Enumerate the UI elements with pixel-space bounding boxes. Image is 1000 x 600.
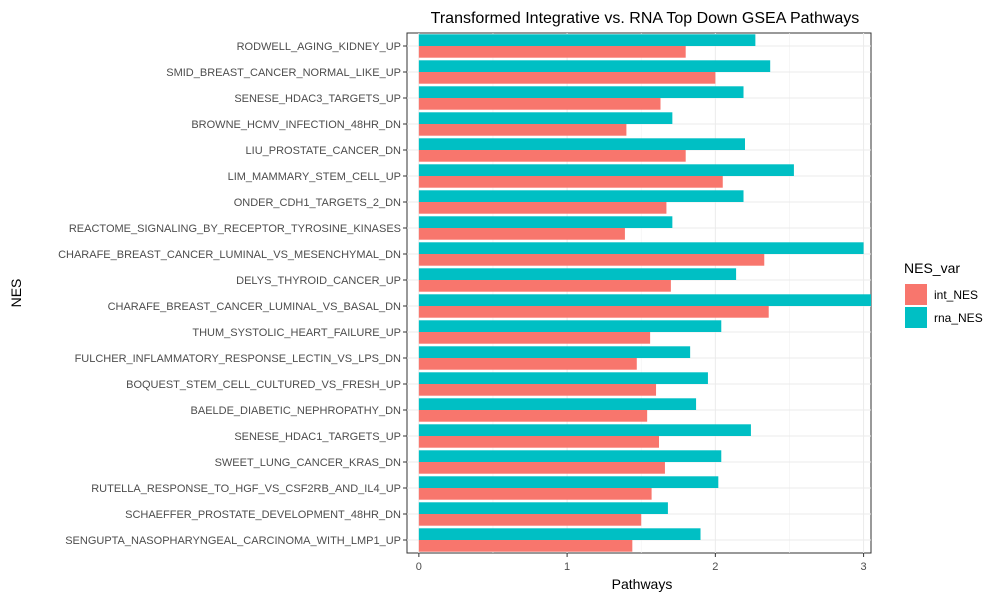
legend-label: int_NES (934, 288, 978, 302)
category-label: SENGUPTA_NASOPHARYNGEAL_CARCINOMA_WITH_L… (65, 535, 401, 547)
category-label: DELYS_THYROID_CANCER_UP (236, 275, 401, 287)
bar-int-nes (418, 384, 657, 396)
category-label: RODWELL_AGING_KIDNEY_UP (237, 41, 401, 53)
bar-rna-nes (418, 320, 722, 332)
bar-int-nes (418, 202, 667, 214)
bar-rna-nes (418, 476, 719, 488)
bar-int-nes (418, 176, 723, 188)
bar-int-nes (418, 124, 627, 136)
bar-int-nes (418, 358, 637, 370)
category-label: BOQUEST_STEM_CELL_CULTURED_VS_FRESH_UP (126, 379, 401, 391)
x-tick-label: 3 (861, 561, 867, 573)
category-label: RUTELLA_RESPONSE_TO_HGF_VS_CSF2RB_AND_IL… (91, 483, 401, 495)
bar-rna-nes (418, 190, 744, 202)
bar-rna-nes (418, 242, 864, 254)
bar-int-nes (418, 228, 625, 240)
bar-rna-nes (418, 164, 794, 176)
category-label: BAELDE_DIABETIC_NEPHROPATHY_DN (191, 405, 402, 417)
y-axis-title: NES (8, 279, 24, 308)
bar-rna-nes (418, 216, 673, 228)
category-label: SCHAEFFER_PROSTATE_DEVELOPMENT_48HR_DN (125, 509, 401, 521)
bar-int-nes (418, 332, 651, 344)
bar-int-nes (418, 540, 633, 552)
category-label: CHARAFE_BREAST_CANCER_LUMINAL_VS_BASAL_D… (108, 301, 401, 313)
bar-rna-nes (418, 398, 697, 410)
x-tick-label: 2 (712, 561, 718, 573)
legend-swatch (905, 307, 927, 328)
bar-rna-nes (418, 34, 756, 46)
category-labels: RODWELL_AGING_KIDNEY_UP SMID_BREAST_CANCE… (58, 41, 407, 547)
legend-label: rna_NES (934, 311, 983, 325)
category-label: REACTOME_SIGNALING_BY_RECEPTOR_TYROSINE_… (69, 223, 401, 235)
x-axis-ticks: 0 1 2 3 (416, 553, 867, 573)
bar-int-nes (418, 280, 671, 292)
category-label: FULCHER_INFLAMMATORY_RESPONSE_LECTIN_VS_… (75, 353, 401, 365)
category-label: SWEET_LUNG_CANCER_KRAS_DN (215, 457, 401, 469)
bar-int-nes (418, 462, 665, 474)
bar-rna-nes (418, 528, 701, 540)
category-label: THUM_SYSTOLIC_HEART_FAILURE_UP (192, 327, 401, 339)
category-label: LIU_PROSTATE_CANCER_DN (246, 145, 402, 157)
bar-int-nes (418, 436, 660, 448)
bar-rna-nes (418, 112, 673, 124)
bar-rna-nes (418, 138, 745, 150)
category-label: SENESE_HDAC1_TARGETS_UP (234, 431, 401, 443)
bar-int-nes (418, 306, 769, 318)
bars (418, 34, 871, 552)
x-tick-label: 1 (564, 561, 570, 573)
legend: NES_var int_NES rna_NES (904, 260, 983, 328)
bar-int-nes (418, 46, 686, 58)
bar-int-nes (418, 72, 716, 84)
legend-title: NES_var (904, 260, 960, 276)
plot-panel (406, 32, 872, 554)
bar-rna-nes (418, 268, 737, 280)
bar-int-nes (418, 488, 652, 500)
bar-int-nes (418, 98, 661, 110)
bar-rna-nes (418, 372, 708, 384)
bar-rna-nes (418, 86, 744, 98)
bar-rna-nes (418, 424, 751, 436)
category-label: SMID_BREAST_CANCER_NORMAL_LIKE_UP (166, 67, 401, 79)
bar-rna-nes (418, 502, 668, 514)
category-label: SENESE_HDAC3_TARGETS_UP (234, 93, 401, 105)
legend-swatch (905, 284, 927, 305)
bar-rna-nes (418, 294, 871, 306)
category-label: ONDER_CDH1_TARGETS_2_DN (234, 197, 401, 209)
category-label: CHARAFE_BREAST_CANCER_LUMINAL_VS_MESENCH… (58, 249, 401, 261)
bar-rna-nes (418, 450, 722, 462)
bar-int-nes (418, 410, 648, 422)
category-label: BROWNE_HCMV_INFECTION_48HR_DN (191, 119, 401, 131)
bar-int-nes (418, 150, 686, 162)
bar-rna-nes (418, 346, 691, 358)
category-label: LIM_MAMMARY_STEM_CELL_UP (228, 171, 401, 183)
bar-rna-nes (418, 60, 771, 72)
x-axis-title: Pathways (612, 576, 673, 592)
bar-int-nes (418, 254, 765, 266)
bar-int-nes (418, 514, 642, 526)
x-tick-label: 0 (416, 561, 422, 573)
chart-title: Transformed Integrative vs. RNA Top Down… (431, 10, 860, 27)
